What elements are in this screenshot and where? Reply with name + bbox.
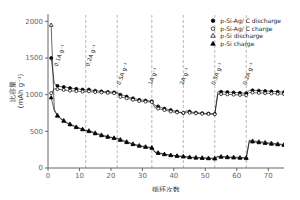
svg-text:500: 500 <box>30 128 43 136</box>
svg-text:60: 60 <box>232 172 241 180</box>
svg-text:40: 40 <box>169 172 178 180</box>
svg-text:0.2A g⁻¹: 0.2A g⁻¹ <box>242 62 256 86</box>
svg-text:循环次数: 循环次数 <box>152 186 180 192</box>
svg-text:0: 0 <box>46 172 50 180</box>
html-text:p-Si charge: p-Si charge <box>220 39 255 47</box>
svg-text:1500: 1500 <box>25 54 43 62</box>
svg-text:10: 10 <box>75 172 84 180</box>
html-text:p-Si-Ag/ C discharge: p-Si-Ag/ C discharge <box>220 17 281 24</box>
svg-text:1A g⁻¹: 1A g⁻¹ <box>147 67 160 86</box>
html-text:p-Si-Ag/ C charge: p-Si-Ag/ C charge <box>220 24 273 32</box>
svg-text:0: 0 <box>39 164 43 172</box>
svg-text:2000: 2000 <box>25 18 43 26</box>
svg-text:0.5A g⁻¹: 0.5A g⁻¹ <box>116 62 130 86</box>
html-text:p-Si discharge: p-Si discharge <box>220 32 263 39</box>
svg-text:0.2A g⁻¹: 0.2A g⁻¹ <box>84 44 98 68</box>
svg-text:30: 30 <box>138 172 147 180</box>
svg-text:比容量(mAh g⁻¹): 比容量(mAh g⁻¹) <box>9 73 25 108</box>
svg-text:2A g⁻¹: 2A g⁻¹ <box>179 67 192 86</box>
svg-text:20: 20 <box>106 172 115 180</box>
svg-text:70: 70 <box>264 172 273 180</box>
svg-text:0.5A g⁻¹: 0.5A g⁻¹ <box>210 62 224 86</box>
svg-text:1000: 1000 <box>25 91 43 99</box>
svg-text:0.1A g⁻¹: 0.1A g⁻¹ <box>53 44 67 68</box>
svg-text:50: 50 <box>201 172 210 180</box>
